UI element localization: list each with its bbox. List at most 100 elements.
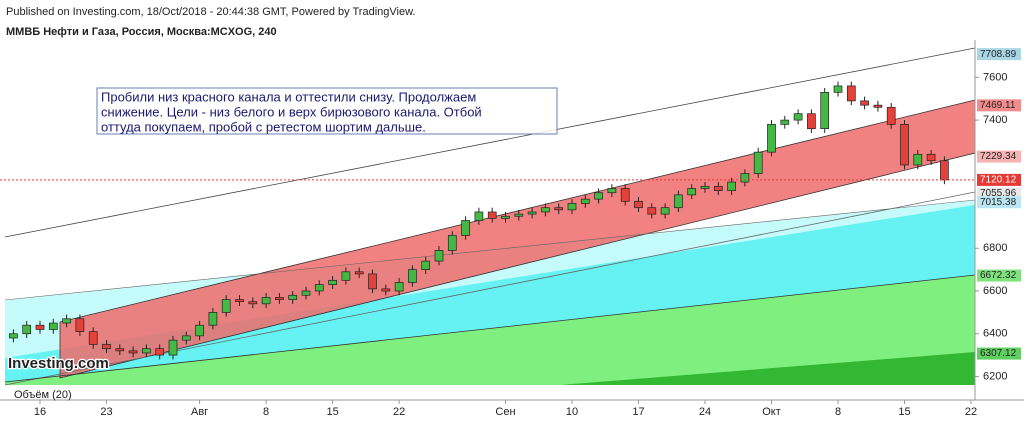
candle-body — [554, 207, 564, 211]
candle-body — [181, 335, 191, 341]
candle-body — [926, 153, 936, 162]
candle-body — [275, 297, 284, 300]
candle-body — [807, 113, 816, 130]
candle-body — [820, 91, 830, 130]
price-label: 7015.38 — [980, 197, 1017, 208]
candle-body — [261, 297, 271, 305]
price-label: 6307.12 — [980, 348, 1017, 359]
candle-body — [873, 104, 883, 108]
price-label: 7229.34 — [980, 151, 1017, 162]
annotation-line: снижение. Цели - низ белого и верх бирюз… — [101, 104, 482, 119]
candle-body — [142, 348, 151, 354]
dark-green-channel — [560, 352, 975, 385]
candle-body — [487, 211, 497, 219]
candle-body — [314, 284, 324, 292]
candle-body — [408, 269, 417, 283]
chart-title: ММВБ Нефти и Газа, Россия, Москва:MCXOG,… — [6, 26, 277, 38]
candle-body — [634, 200, 643, 209]
candle-body — [940, 160, 949, 181]
candle-body — [128, 350, 138, 354]
candle-body — [102, 344, 111, 350]
candle-body — [860, 100, 869, 106]
candle-body — [886, 106, 896, 125]
candle-body — [288, 294, 298, 300]
candle-body — [647, 207, 657, 215]
y-tick-label: 6400 — [983, 328, 1007, 340]
candle-body — [461, 220, 470, 236]
x-tick-label: 24 — [699, 406, 711, 418]
candle-body — [913, 153, 923, 166]
candle-body — [541, 207, 550, 213]
logo: Investing.com — [8, 355, 109, 372]
x-tick-label: 16 — [34, 406, 46, 418]
x-tick-label: 17 — [632, 406, 644, 418]
candle-body — [208, 312, 218, 326]
candle-body — [35, 324, 45, 330]
volume-label: Объём (20) — [14, 389, 72, 401]
x-tick-label: Окт — [762, 406, 781, 418]
candle-body — [514, 213, 524, 217]
candle-body — [700, 185, 710, 189]
price-label-bg — [977, 196, 1021, 209]
candle-body — [9, 333, 18, 339]
candle-body — [88, 331, 98, 345]
green-top-line — [4, 274, 976, 383]
candle-body — [381, 288, 391, 292]
candle-body — [421, 260, 431, 270]
price-label-bg — [977, 269, 1021, 282]
candle-body — [900, 124, 909, 166]
cyan-channel — [5, 205, 975, 382]
candle-body — [474, 211, 484, 221]
candle-body — [753, 151, 763, 174]
candle-body — [394, 282, 404, 292]
candle-body — [527, 211, 537, 215]
x-tick-label: 22 — [965, 406, 977, 418]
price-label-bg — [977, 99, 1021, 112]
price-label: 7469.11 — [980, 100, 1016, 111]
candle-body — [740, 173, 750, 183]
candle-body — [48, 322, 58, 330]
candle-body — [846, 85, 856, 102]
y-tick-label: 6800 — [983, 242, 1007, 254]
candle-body — [75, 318, 85, 332]
x-tick-label: 15 — [326, 406, 338, 418]
candle-body — [793, 113, 803, 121]
candle-body — [62, 318, 71, 324]
x-tick-label: 8 — [835, 406, 841, 418]
price-label-bg — [977, 347, 1021, 360]
candle-body — [328, 279, 337, 285]
candle-body — [447, 235, 457, 251]
price-label-bg — [977, 48, 1021, 61]
candle-body — [221, 299, 231, 313]
candle-body — [354, 271, 364, 275]
candle-body — [501, 215, 510, 219]
annotation-line: оттуда покупаем, пробой с ретестом шорти… — [101, 119, 426, 134]
cyan-top-line — [4, 199, 976, 301]
x-tick-label: 10 — [566, 406, 578, 418]
y-tick-label: 6200 — [983, 370, 1007, 382]
candle-body — [434, 250, 444, 262]
price-label-bg — [977, 173, 1021, 186]
candle-body — [687, 188, 697, 196]
candle-body — [301, 290, 311, 296]
white-channel-top — [4, 47, 976, 238]
candle-body — [727, 181, 736, 191]
x-tick-label: Сен — [495, 406, 515, 418]
x-tick-label: 8 — [263, 406, 269, 418]
candle-body — [195, 324, 204, 337]
candle-body — [607, 188, 617, 194]
x-tick-label: 22 — [393, 406, 405, 418]
y-tick-label: 7600 — [983, 71, 1007, 83]
candle-body — [660, 207, 670, 215]
price-label: 7055.96 — [980, 188, 1017, 199]
y-tick-label: 7400 — [983, 114, 1007, 126]
candle-body — [713, 185, 723, 191]
candle-body — [767, 124, 776, 153]
candle-body — [235, 299, 244, 303]
green-channel — [5, 275, 975, 385]
x-tick-label: 15 — [898, 406, 910, 418]
candle-body — [168, 339, 178, 356]
price-label: 6672.32 — [980, 270, 1017, 281]
price-label: 7120.12 — [980, 175, 1017, 186]
